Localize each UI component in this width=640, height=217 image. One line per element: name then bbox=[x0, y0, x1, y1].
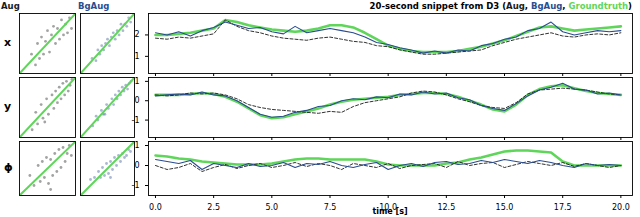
svg-text:-1: -1 bbox=[132, 116, 140, 125]
svg-text:-1: -1 bbox=[132, 181, 140, 190]
svg-text:0: 0 bbox=[134, 161, 139, 170]
svg-text:20.0: 20.0 bbox=[612, 203, 630, 212]
svg-text:12.5: 12.5 bbox=[437, 203, 455, 212]
svg-text:17.5: 17.5 bbox=[554, 203, 572, 212]
html-text:Aug: Aug bbox=[1, 1, 20, 11]
html-text:y: y bbox=[4, 100, 12, 113]
html-text:ϕ: ϕ bbox=[4, 161, 13, 174]
html-text:20-second snippet from D3 (Aug: 20-second snippet from D3 (Aug, BgAug, G… bbox=[369, 1, 632, 11]
svg-text:1: 1 bbox=[134, 77, 139, 86]
svg-text:2: 2 bbox=[134, 30, 139, 39]
svg-text:0: 0 bbox=[134, 96, 139, 105]
svg-text:1: 1 bbox=[134, 52, 139, 61]
svg-text:1: 1 bbox=[134, 141, 139, 150]
svg-text:15.0: 15.0 bbox=[496, 203, 514, 212]
svg-text:7.5: 7.5 bbox=[324, 203, 337, 212]
html-text:BgAug: BgAug bbox=[78, 1, 110, 11]
svg-text:2.5: 2.5 bbox=[207, 203, 220, 212]
html-text:time [s]: time [s] bbox=[372, 207, 408, 216]
svg-text:5.0: 5.0 bbox=[265, 203, 278, 212]
svg-text:0.0: 0.0 bbox=[149, 203, 162, 212]
html-text:x: x bbox=[4, 36, 12, 49]
